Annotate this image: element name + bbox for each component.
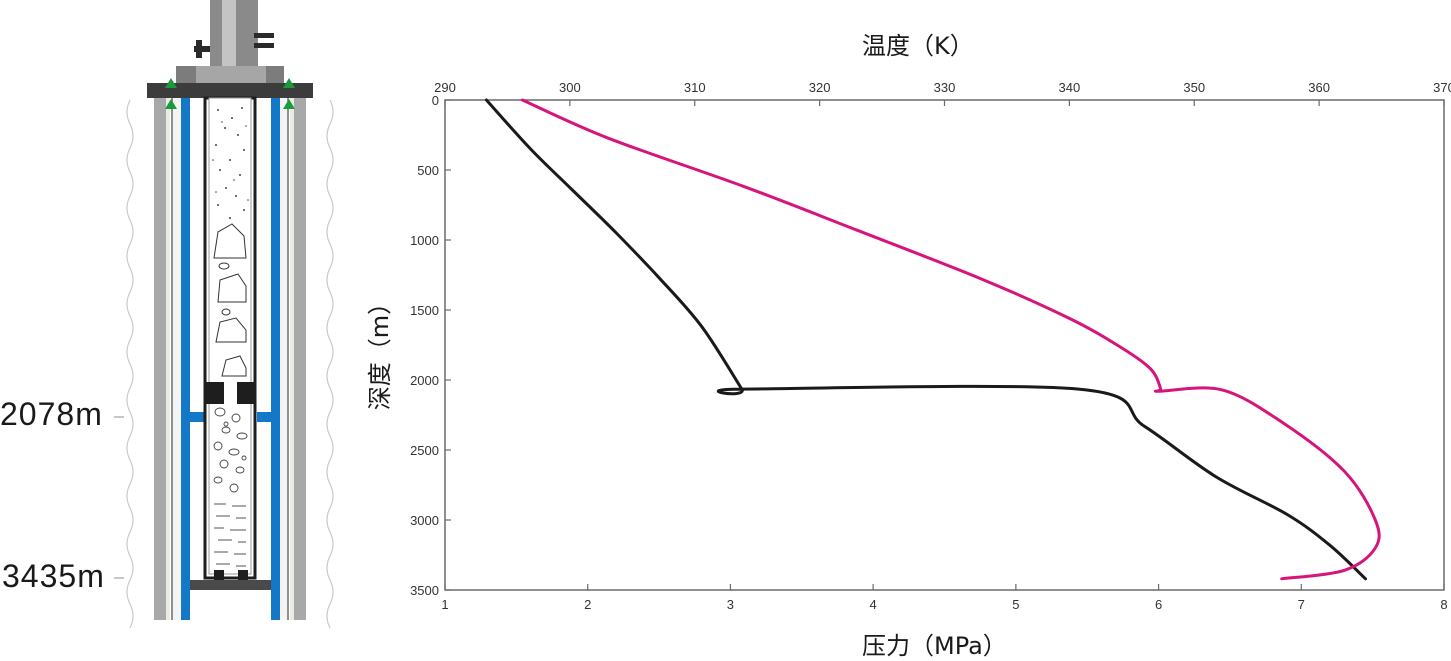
temperature-series-line [520, 98, 1381, 581]
tubing-right [271, 98, 280, 620]
y-tick-label: 0 [432, 93, 439, 108]
top-tick-label: 330 [934, 80, 956, 95]
bottom-axis-title: 压力（MPa） [862, 632, 1007, 660]
series-layer [484, 98, 1381, 581]
y-tick-label: 3500 [410, 583, 439, 598]
liquid-fill [214, 503, 246, 567]
well-schematic [114, 0, 334, 629]
gravel-fill [213, 407, 248, 493]
y-tick-label: 2500 [410, 443, 439, 458]
tubing-left [181, 98, 190, 620]
bottom-tick-label: 7 [1298, 597, 1305, 612]
plot-frame [444, 99, 1445, 591]
top-tick-label: 360 [1308, 80, 1330, 95]
depth-profile-chart: 290 300 310 320 330 340 350 360 370 1 2 3 4 5 6 7 8 0 50… [410, 80, 1451, 612]
y-tick-label: 1000 [410, 233, 439, 248]
formation-boundary-right [326, 99, 334, 629]
bottom-tick-label: 2 [584, 597, 591, 612]
pressure-series-line [484, 98, 1367, 581]
top-tick-label: 350 [1183, 80, 1205, 95]
casing-left [154, 98, 166, 620]
left-axis: 0 500 1000 1500 2000 2500 3000 3500 [410, 93, 451, 598]
y-tick-label: 500 [417, 163, 439, 178]
packer-left [206, 382, 224, 404]
bottom-tick-label: 1 [441, 597, 448, 612]
depth-marker-2078: 2078m [0, 396, 103, 432]
well-cap [147, 83, 313, 98]
top-tick-label: 290 [434, 80, 456, 95]
bottom-axis: 1 2 3 4 5 6 7 8 [441, 584, 1448, 612]
bottom-tick-label: 6 [1155, 597, 1162, 612]
bottom-tick-label: 4 [870, 597, 877, 612]
top-tick-label: 370 [1433, 80, 1451, 95]
y-axis-title: 深度（m） [366, 290, 395, 411]
flow-arrows [165, 78, 295, 109]
depth-marker-3435: 3435m [2, 558, 105, 594]
casing-right [294, 98, 306, 620]
top-tick-label: 340 [1059, 80, 1081, 95]
top-axis-title: 温度（K） [862, 32, 974, 60]
y-tick-label: 2000 [410, 373, 439, 388]
bottom-tick-label: 3 [727, 597, 734, 612]
bottom-tick-label: 5 [1012, 597, 1019, 612]
top-axis: 290 300 310 320 330 340 350 360 370 [434, 80, 1451, 106]
y-tick-label: 3000 [410, 513, 439, 528]
sand-fill [212, 107, 249, 219]
tube-shoe [214, 570, 224, 580]
top-tick-label: 300 [559, 80, 581, 95]
bottom-tick-label: 8 [1440, 597, 1447, 612]
packer-right [237, 382, 255, 404]
formation-boundary-left [126, 99, 134, 629]
rock-chunks [213, 223, 247, 377]
y-tick-label: 1500 [410, 303, 439, 318]
top-tick-label: 320 [809, 80, 831, 95]
top-tick-label: 310 [684, 80, 706, 95]
bottom-plate [190, 580, 271, 590]
